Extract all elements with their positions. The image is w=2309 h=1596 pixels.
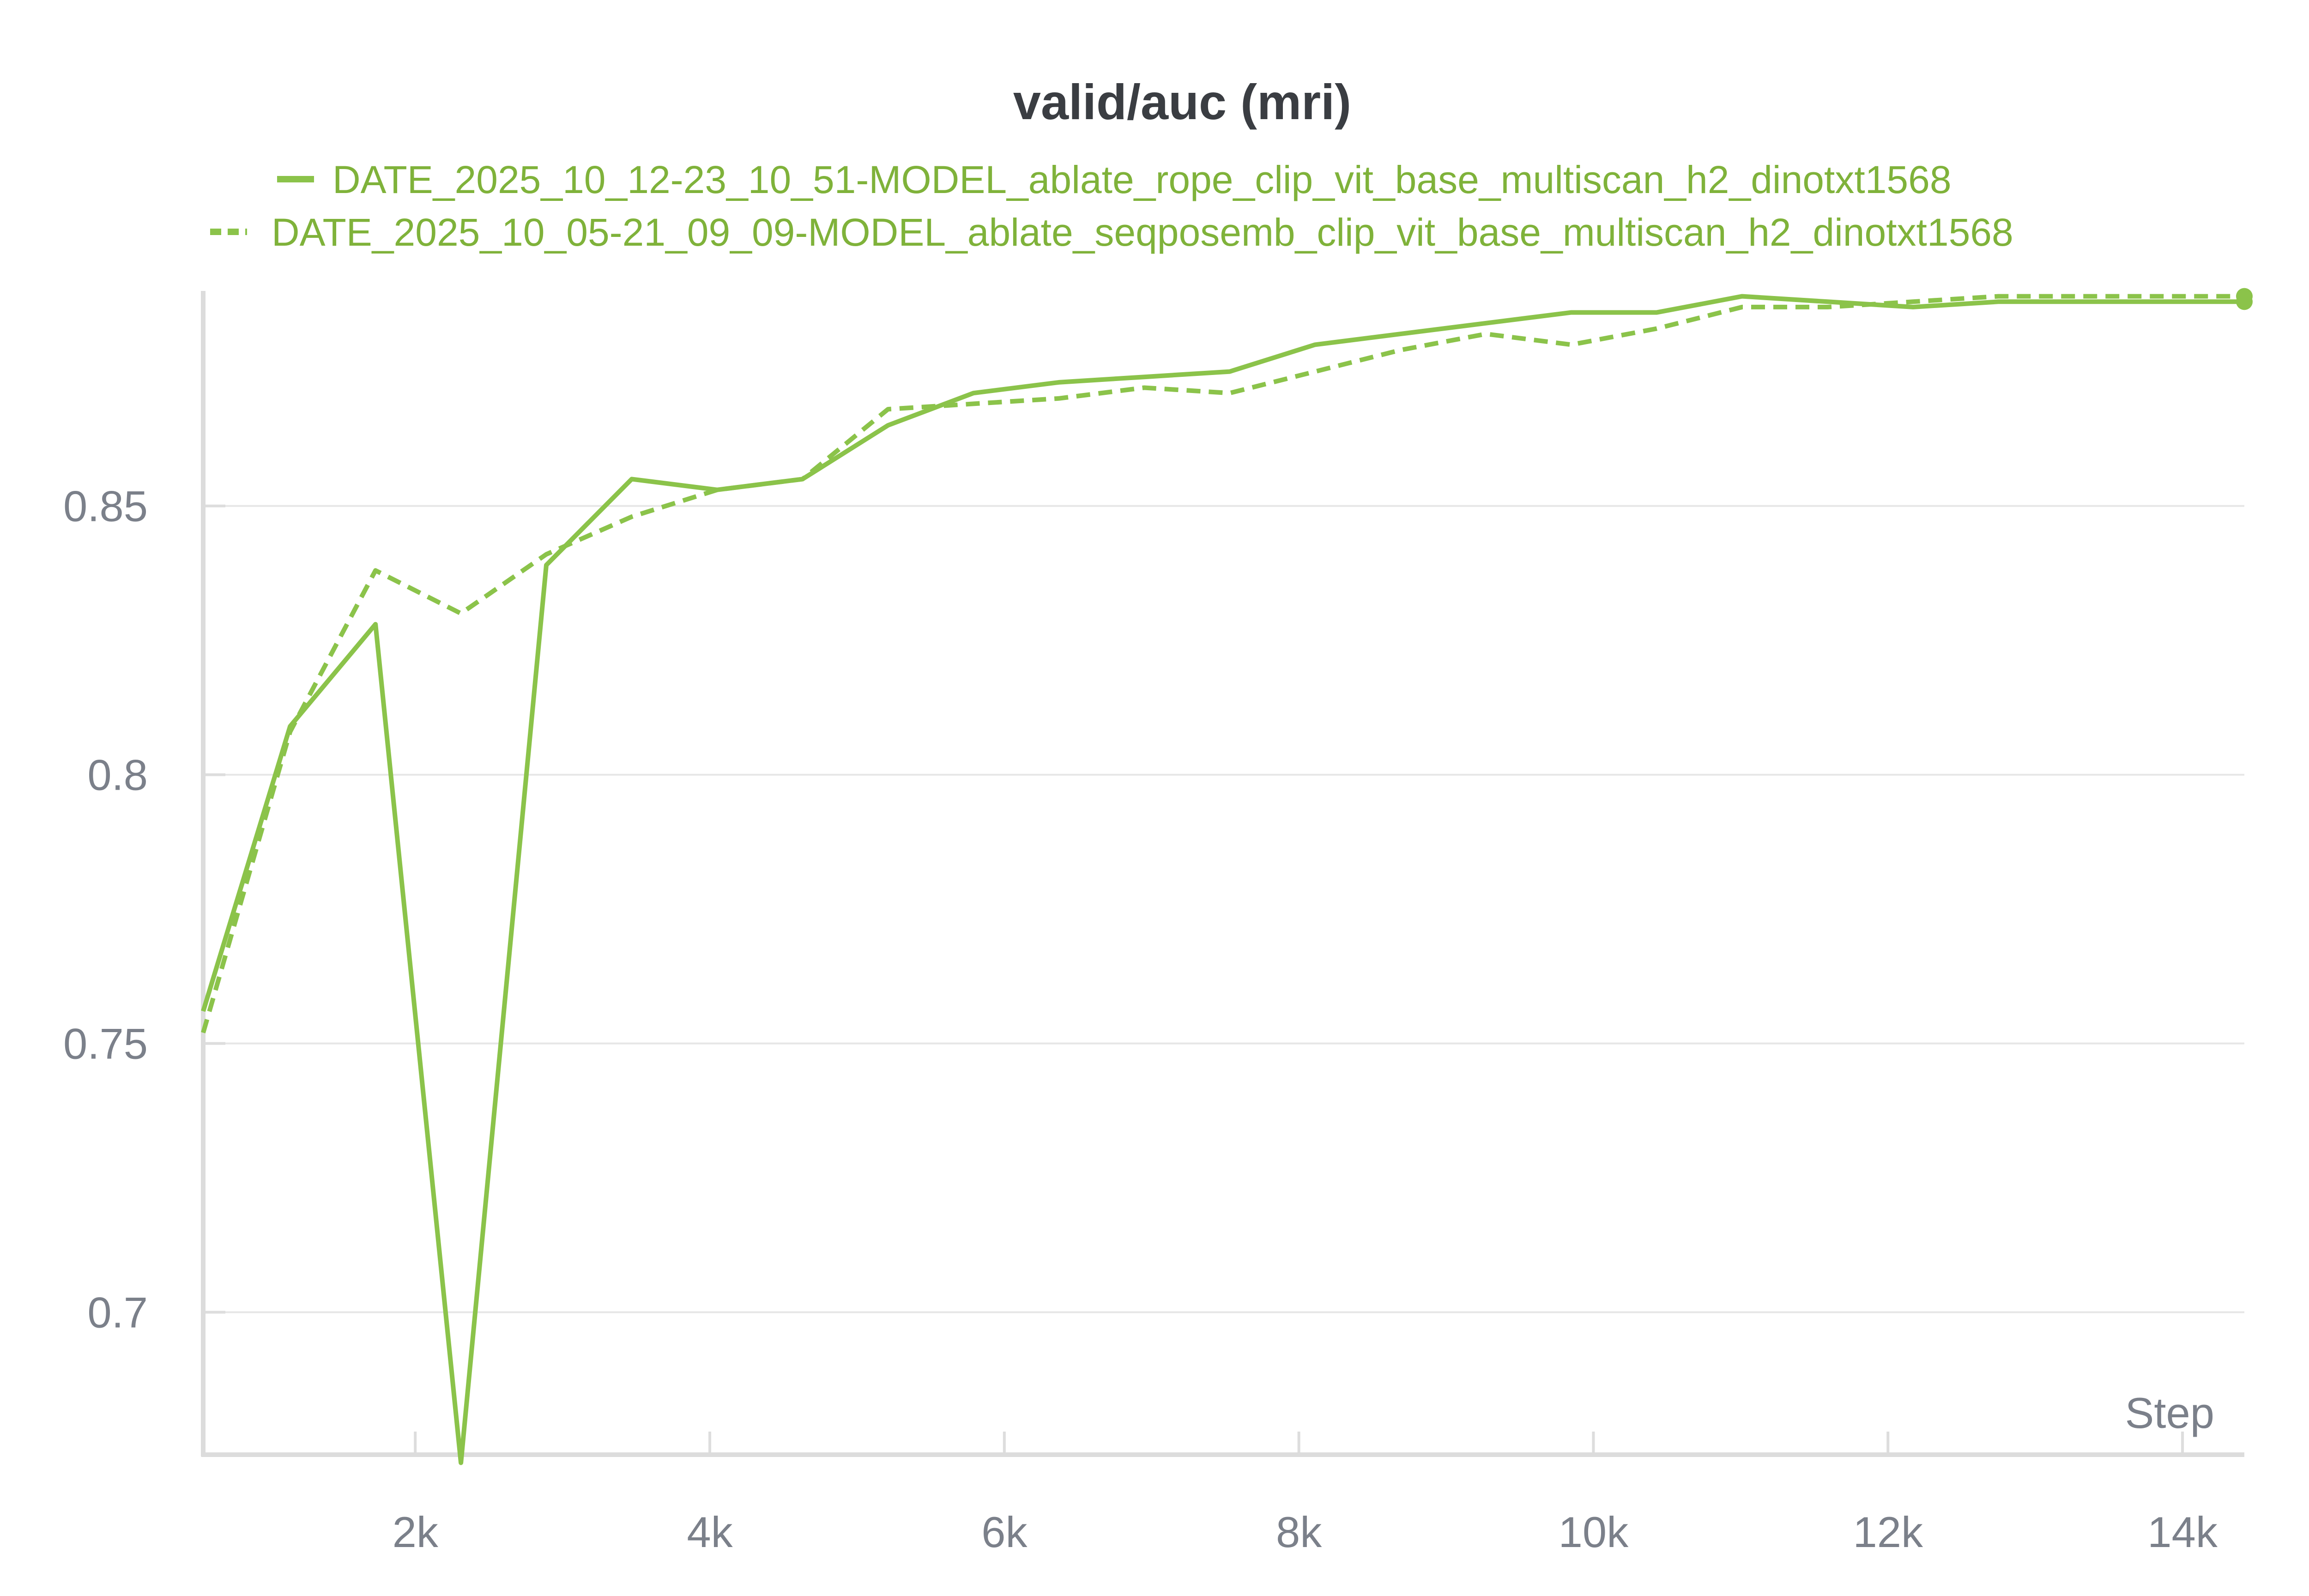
x-tick-labels: 2k 4k 6k 8k 10k 12k 14k xyxy=(393,1508,2218,1556)
x-tick-label: 6k xyxy=(981,1508,1028,1556)
series-line-1 xyxy=(201,294,2244,1465)
y-tick-label: 0.7 xyxy=(87,1288,148,1337)
legend: DATE_2025_10_12-23_10_51-MODEL_ablate_ro… xyxy=(210,158,2013,254)
series-2-point xyxy=(2236,288,2253,305)
x-tick-label: 8k xyxy=(1276,1508,1322,1556)
legend-label-2: DATE_2025_10_05-21_09_09-MODEL_ablate_se… xyxy=(272,211,2013,254)
chart-title: valid/auc (mri) xyxy=(1013,74,1351,130)
x-axis-label: Step xyxy=(2125,1389,2214,1437)
series-layer xyxy=(201,288,2253,1465)
y-tick-label: 0.8 xyxy=(87,751,148,799)
y-tick-label: 0.75 xyxy=(63,1020,148,1068)
x-tick-label: 4k xyxy=(687,1508,733,1556)
y-tick-label: 0.85 xyxy=(63,482,148,531)
grid xyxy=(203,505,2244,1313)
y-tick-labels: 0.7 0.75 0.8 0.85 xyxy=(63,482,148,1337)
x-tick-label: 14k xyxy=(2147,1508,2218,1556)
series-line-2 xyxy=(201,294,2244,1034)
x-tick-label: 2k xyxy=(393,1508,439,1556)
x-tick-label: 12k xyxy=(1853,1508,1923,1556)
axes xyxy=(201,291,2244,1457)
x-tick-label: 10k xyxy=(1559,1508,1629,1556)
legend-label-1: DATE_2025_10_12-23_10_51-MODEL_ablate_ro… xyxy=(332,158,1952,201)
